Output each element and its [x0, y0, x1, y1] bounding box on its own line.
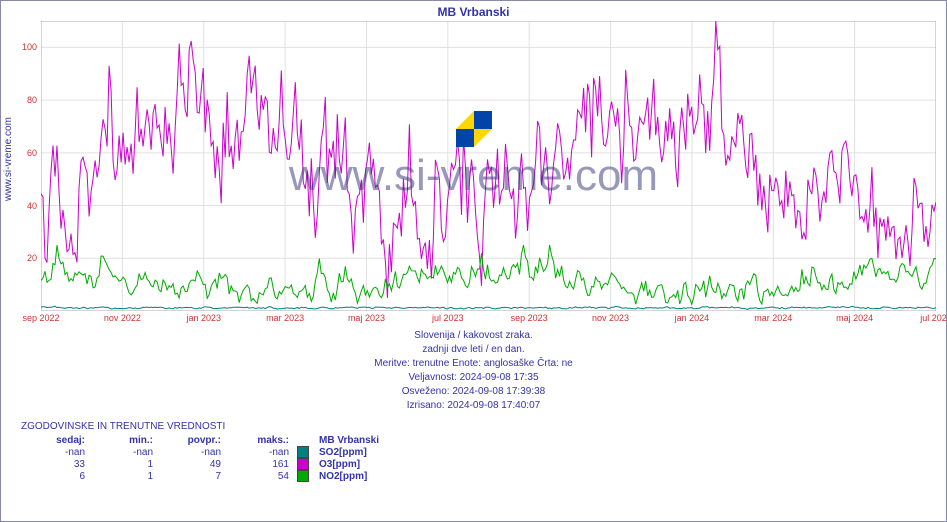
table-cell: -nan: [89, 446, 157, 458]
table-cell: 1: [89, 458, 157, 470]
table-cell: 54: [225, 470, 293, 482]
x-tick-label: maj 2023: [348, 313, 385, 323]
x-tick-label: sep 2023: [511, 313, 548, 323]
table-col-header: povpr.:: [157, 435, 225, 446]
meta-line: Veljavnost: 2024-09-08 17:35: [1, 371, 946, 385]
y-tick-label: 100: [22, 42, 37, 52]
table-head: sedaj:min.:povpr.:maks.: MB Vrbanski: [21, 435, 383, 446]
series-name: O3[ppm]: [315, 458, 383, 470]
legend-swatch: [297, 470, 309, 482]
legend-swatch: [297, 458, 309, 470]
x-tick-label: maj 2024: [836, 313, 873, 323]
x-tick-label: jan 2024: [675, 313, 710, 323]
y-ticks: 20 40 60 80 100: [1, 21, 39, 311]
y-tick-label: 20: [27, 253, 37, 263]
meta-line: Slovenija / kakovost zraka.: [1, 329, 946, 343]
table-cell: 49: [157, 458, 225, 470]
meta-line: Osveženo: 2024-09-08 17:39:38: [1, 385, 946, 399]
stats-table: sedaj:min.:povpr.:maks.: MB Vrbanski -nan…: [21, 435, 383, 482]
x-ticks: sep 2022nov 2022jan 2023mar 2023maj 2023…: [41, 313, 936, 325]
x-tick-label: mar 2023: [266, 313, 304, 323]
x-tick-label: nov 2022: [104, 313, 141, 323]
y-tick-label: 40: [27, 201, 37, 211]
y-tick-label: 60: [27, 148, 37, 158]
legend-swatch: [297, 446, 309, 458]
x-tick-label: jul 2023: [432, 313, 464, 323]
chart-plot: [41, 21, 936, 311]
table-col-header: maks.:: [225, 435, 293, 446]
table-row: 33149161 O3[ppm]: [21, 458, 383, 470]
table-cell: -nan: [21, 446, 89, 458]
table-cell: 33: [21, 458, 89, 470]
table-cell: 7: [157, 470, 225, 482]
chart-title: MB Vrbanski: [1, 5, 946, 19]
x-tick-label: nov 2023: [592, 313, 629, 323]
meta-line: Meritve: trenutne Enote: anglosaške Črta…: [1, 357, 946, 371]
table-cell: -nan: [157, 446, 225, 458]
table-title: ZGODOVINSKE IN TRENUTNE VREDNOSTI: [21, 421, 225, 432]
meta-block: Slovenija / kakovost zraka. zadnji dve l…: [1, 329, 946, 413]
table-station-header: MB Vrbanski: [315, 435, 383, 446]
series-SO2[ppm]: [41, 306, 936, 309]
table-cell: -nan: [225, 446, 293, 458]
y-tick-label: 80: [27, 95, 37, 105]
x-tick-label: mar 2024: [754, 313, 792, 323]
series-name: NO2[ppm]: [315, 470, 383, 482]
meta-line: zadnji dve leti / en dan.: [1, 343, 946, 357]
series-name: SO2[ppm]: [315, 446, 383, 458]
table-row: 61754 NO2[ppm]: [21, 470, 383, 482]
meta-line: Izrisano: 2024-09-08 17:40:07: [1, 399, 946, 413]
x-tick-label: jan 2023: [186, 313, 221, 323]
table-row: -nan-nan-nan-nanSO2[ppm]: [21, 446, 383, 458]
table-body: -nan-nan-nan-nanSO2[ppm]33149161O3[ppm]6…: [21, 446, 383, 482]
series-O3[ppm]: [41, 21, 936, 298]
x-tick-label: sep 2022: [22, 313, 59, 323]
table-cell: 1: [89, 470, 157, 482]
table-col-header: min.:: [89, 435, 157, 446]
series-NO2[ppm]: [41, 245, 936, 304]
x-tick-label: jul 2024: [920, 313, 947, 323]
table-cell: 161: [225, 458, 293, 470]
table-cell: 6: [21, 470, 89, 482]
table-col-header: sedaj:: [21, 435, 89, 446]
